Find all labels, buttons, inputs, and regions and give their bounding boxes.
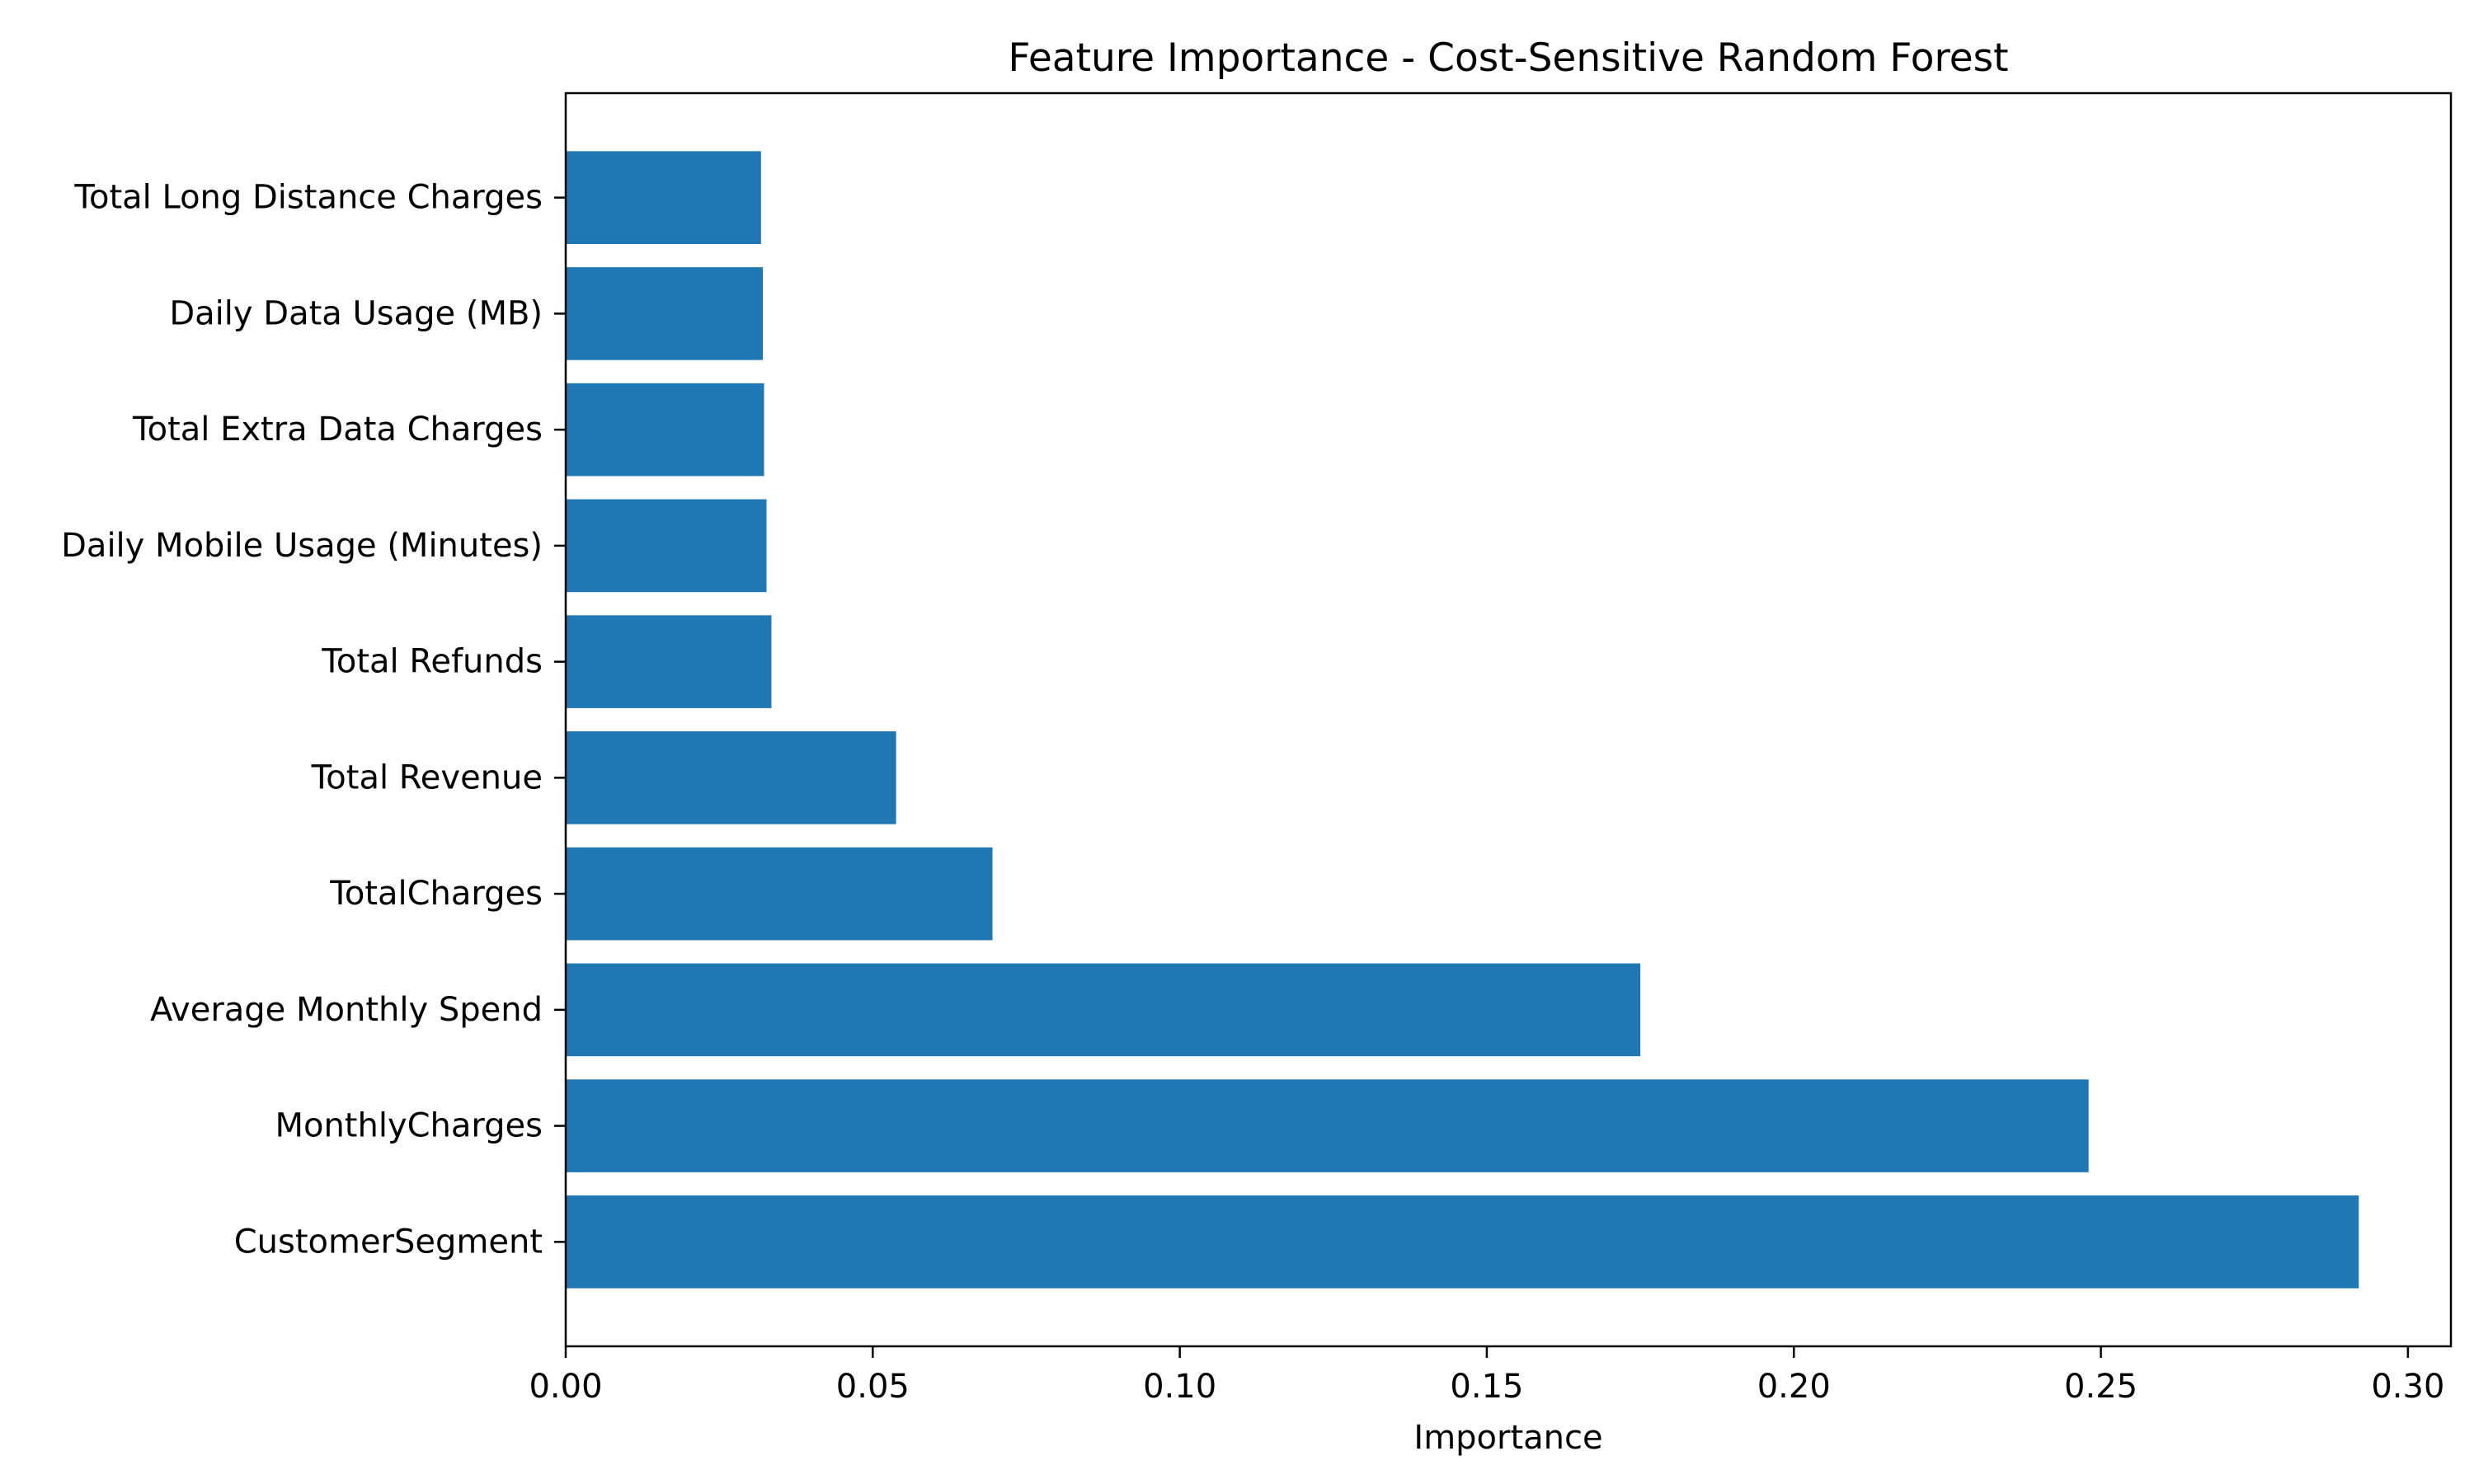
- y-tick-label: Average Monthly Spend: [150, 991, 543, 1029]
- x-tick-label: 0.20: [1757, 1368, 1831, 1406]
- y-tick-label: Daily Mobile Usage (Minutes): [61, 527, 543, 565]
- x-tick-label: 0.30: [2371, 1368, 2444, 1406]
- bar-total-refunds: [566, 615, 772, 708]
- bar-average-monthly-spend: [566, 963, 1641, 1057]
- bar-customersegment: [566, 1195, 2359, 1289]
- y-axis-ticks: CustomerSegment MonthlyCharges Average Mon…: [61, 179, 566, 1261]
- bar-daily-data-usage-mb: [566, 267, 764, 360]
- x-tick-label: 0.00: [529, 1368, 602, 1406]
- bar-daily-mobile-usage-minutes: [566, 499, 767, 593]
- y-tick-label: Daily Data Usage (MB): [169, 294, 543, 332]
- x-axis-label: Importance: [1413, 1419, 1602, 1457]
- x-tick-label: 0.05: [836, 1368, 910, 1406]
- chart-title: Feature Importance - Cost-Sensitive Rand…: [1008, 35, 2008, 81]
- y-tick-label: Total Revenue: [311, 758, 543, 796]
- y-tick-label: Total Extra Data Charges: [132, 411, 543, 448]
- y-tick-label: MonthlyCharges: [275, 1107, 543, 1145]
- plot-frame: [564, 92, 2453, 1348]
- x-tick-label: 0.25: [2064, 1368, 2138, 1406]
- bars-layer: [566, 151, 2359, 1289]
- y-tick-label: Total Refunds: [321, 643, 543, 681]
- bar-monthlycharges: [566, 1079, 2089, 1172]
- bar-totalcharges: [566, 847, 993, 941]
- x-tick-label: 0.10: [1143, 1368, 1216, 1406]
- bar-total-long-distance-charges: [566, 151, 761, 244]
- bar-total-revenue: [566, 731, 896, 824]
- y-tick-label: TotalCharges: [329, 875, 543, 913]
- y-tick-label: CustomerSegment: [234, 1223, 543, 1261]
- x-tick-label: 0.15: [1450, 1368, 1523, 1406]
- y-tick-label: Total Long Distance Charges: [73, 179, 543, 217]
- x-axis-ticks: 0.00 0.05 0.10 0.15 0.20 0.25 0.30: [529, 1346, 2444, 1406]
- bar-total-extra-data-charges: [566, 383, 764, 477]
